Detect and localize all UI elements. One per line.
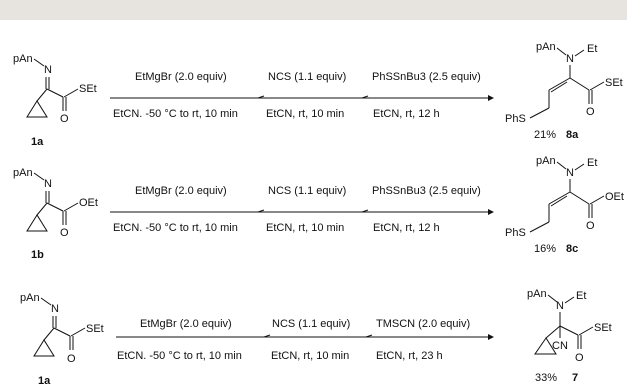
product-7: pAn N Et CN O SEt 33% 7 <box>527 288 612 384</box>
step-divider <box>257 95 265 99</box>
starting-material-1a-row3: pAn N O SEt 1a <box>20 292 104 384</box>
reaction-row-2: pAn N O OEt 1b EtMgBr (2.0 equiv) EtCN. … <box>13 155 624 261</box>
step-1-reagent: EtMgBr (2.0 equiv) <box>135 185 227 197</box>
starting-material-1a: pAn N O SEt 1a <box>13 53 97 148</box>
step-1-reagent: EtMgBr (2.0 equiv) <box>140 318 232 330</box>
step-2-reagent: NCS (1.1 equiv) <box>272 318 350 330</box>
step-divider <box>361 95 369 99</box>
ester-label: SEt <box>605 77 623 89</box>
compound-id: 1a <box>31 136 44 148</box>
ester-label: SEt <box>79 83 97 95</box>
amine-n-label: N <box>566 167 574 179</box>
carbonyl-o-label: O <box>67 353 76 365</box>
step-2-reagent: NCS (1.1 equiv) <box>268 185 346 197</box>
compound-id: 8c <box>566 243 578 255</box>
alkyl-label: Et <box>587 157 597 169</box>
step-3-conditions: EtCN, rt, 12 h <box>373 108 440 120</box>
carbonyl-o-label: O <box>586 220 595 232</box>
aryl-label: pAn <box>20 292 40 304</box>
aryl-label: pAn <box>536 41 556 53</box>
cyano-label: CN <box>552 340 568 352</box>
ester-label: OEt <box>605 191 624 203</box>
step-1-conditions: EtCN. -50 °C to rt, 10 min <box>113 108 238 120</box>
step-3-conditions: EtCN, rt, 23 h <box>376 350 443 362</box>
step-1-reagent: EtMgBr (2.0 equiv) <box>135 71 227 83</box>
yield: 21% <box>534 129 556 141</box>
alkyl-label: Et <box>587 43 597 55</box>
compound-id: 1a <box>38 375 51 384</box>
alkyl-label: Et <box>576 290 586 302</box>
compound-id: 7 <box>572 372 578 384</box>
carbonyl-o-label: O <box>60 227 69 239</box>
aryl-label: pAn <box>13 53 33 65</box>
top-banner <box>0 0 627 20</box>
step-2-conditions: EtCN, rt, 10 min <box>266 108 344 120</box>
reaction-row-3: pAn N O SEt 1a EtMgBr (2.0 equiv) EtCN. … <box>20 288 612 384</box>
arrow-head <box>488 209 494 215</box>
carbonyl-o-label: O <box>60 113 69 125</box>
step-divider <box>361 209 369 213</box>
step-2-conditions: EtCN, rt, 10 min <box>266 222 344 234</box>
imine-n-label: N <box>51 303 59 315</box>
step-2-reagent: NCS (1.1 equiv) <box>268 71 346 83</box>
arrow-head <box>488 334 494 340</box>
starting-material-1b: pAn N O OEt 1b <box>13 167 98 261</box>
reaction-row-1: pAn N O SEt 1a EtMgBr (2.0 equiv) EtCN. … <box>13 41 623 148</box>
amine-n-label: N <box>566 53 574 65</box>
step-3-conditions: EtCN, rt, 12 h <box>373 222 440 234</box>
ester-label: SEt <box>86 323 104 335</box>
product-8a: pAn N Et PhS O SEt 21% 8a <box>505 41 623 141</box>
carbonyl-o-label: O <box>575 352 584 364</box>
compound-id: 8a <box>566 129 579 141</box>
aryl-label: pAn <box>527 288 547 300</box>
step-1-conditions: EtCN. -50 °C to rt, 10 min <box>117 350 242 362</box>
step-divider <box>257 209 265 213</box>
aryl-label: pAn <box>536 155 556 167</box>
imine-n-label: N <box>44 64 52 76</box>
step-1-conditions: EtCN. -50 °C to rt, 10 min <box>113 222 238 234</box>
ester-label: SEt <box>594 322 612 334</box>
yield: 33% <box>535 372 557 384</box>
product-8c: pAn N Et PhS O OEt 16% 8c <box>505 155 624 255</box>
thioether-label: PhS <box>505 113 526 125</box>
arrow-head <box>488 95 494 101</box>
compound-id: 1b <box>31 249 44 261</box>
aryl-label: pAn <box>13 167 33 179</box>
step-3-reagent: TMSCN (2.0 equiv) <box>376 318 470 330</box>
step-3-reagent: PhSSnBu3 (2.5 equiv) <box>372 185 481 197</box>
amine-n-label: N <box>556 300 564 312</box>
ester-label: OEt <box>79 197 98 209</box>
step-3-reagent: PhSSnBu3 (2.5 equiv) <box>372 71 481 83</box>
step-2-conditions: EtCN, rt, 10 min <box>271 350 349 362</box>
yield: 16% <box>534 243 556 255</box>
step-divider <box>263 334 271 338</box>
imine-n-label: N <box>44 178 52 190</box>
carbonyl-o-label: O <box>586 106 595 118</box>
thioether-label: PhS <box>505 227 526 239</box>
step-divider <box>365 334 373 338</box>
